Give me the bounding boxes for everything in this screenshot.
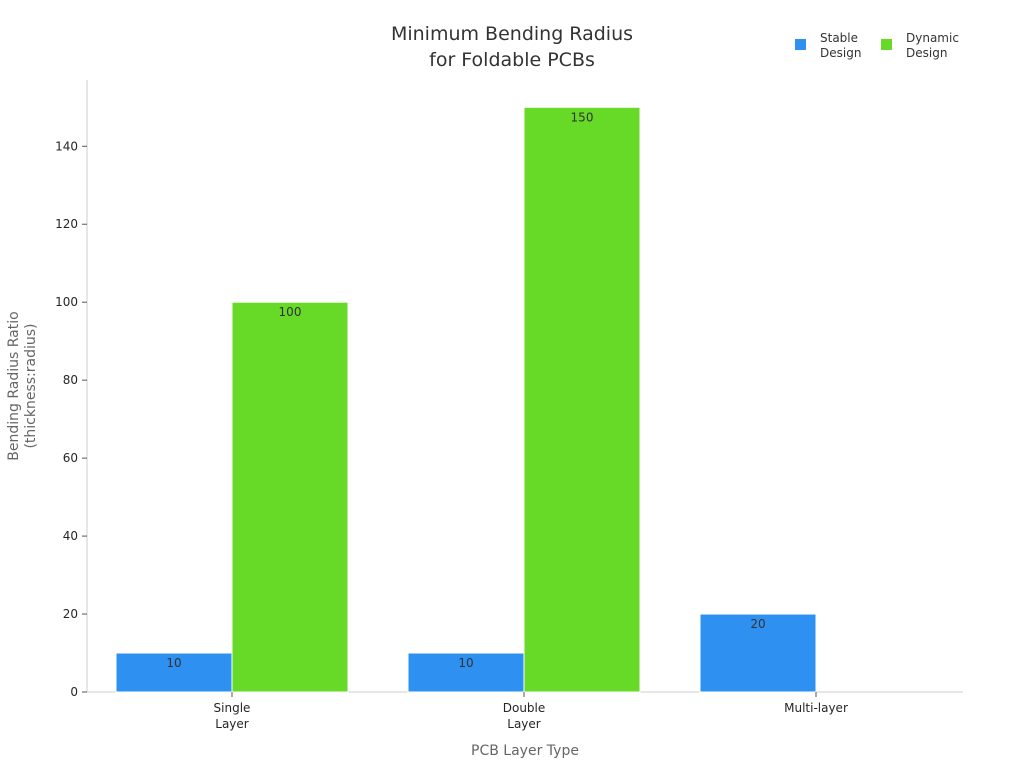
y-tick-label: 140: [55, 139, 78, 153]
chart-title: Minimum Bending Radius for Foldable PCBs: [391, 23, 633, 71]
x-tick-label: Double Layer: [503, 701, 546, 731]
bar-value-label: 150: [571, 110, 594, 124]
y-tick-label: 120: [55, 217, 78, 231]
y-tick-label: 60: [63, 451, 78, 465]
bar-value-label: 10: [458, 656, 473, 670]
bar: [523, 106, 641, 693]
y-tick-label: 80: [63, 373, 78, 387]
x-tick-label: Multi-layer: [784, 701, 848, 715]
x-axis-title: PCB Layer Type: [471, 743, 579, 759]
bar: [699, 613, 817, 693]
bar-value-label: 10: [166, 656, 181, 670]
bar: [231, 301, 349, 693]
bar-value-label: 20: [750, 617, 765, 631]
y-tick-label: 20: [63, 607, 78, 621]
legend-label: Stable Design: [820, 31, 861, 60]
legend-swatch: [881, 39, 892, 50]
bar: [407, 652, 525, 693]
x-tick-label: Single Layer: [214, 701, 251, 731]
y-tick-label: 100: [55, 295, 78, 309]
legend-swatch: [795, 39, 806, 50]
legend-label: Dynamic Design: [906, 31, 959, 60]
y-axis-title: Bending Radius Ratio(thickness:radius): [6, 311, 39, 460]
y-tick-label: 0: [70, 685, 78, 699]
y-tick-label: 40: [63, 529, 78, 543]
bar-value-label: 100: [279, 305, 302, 319]
